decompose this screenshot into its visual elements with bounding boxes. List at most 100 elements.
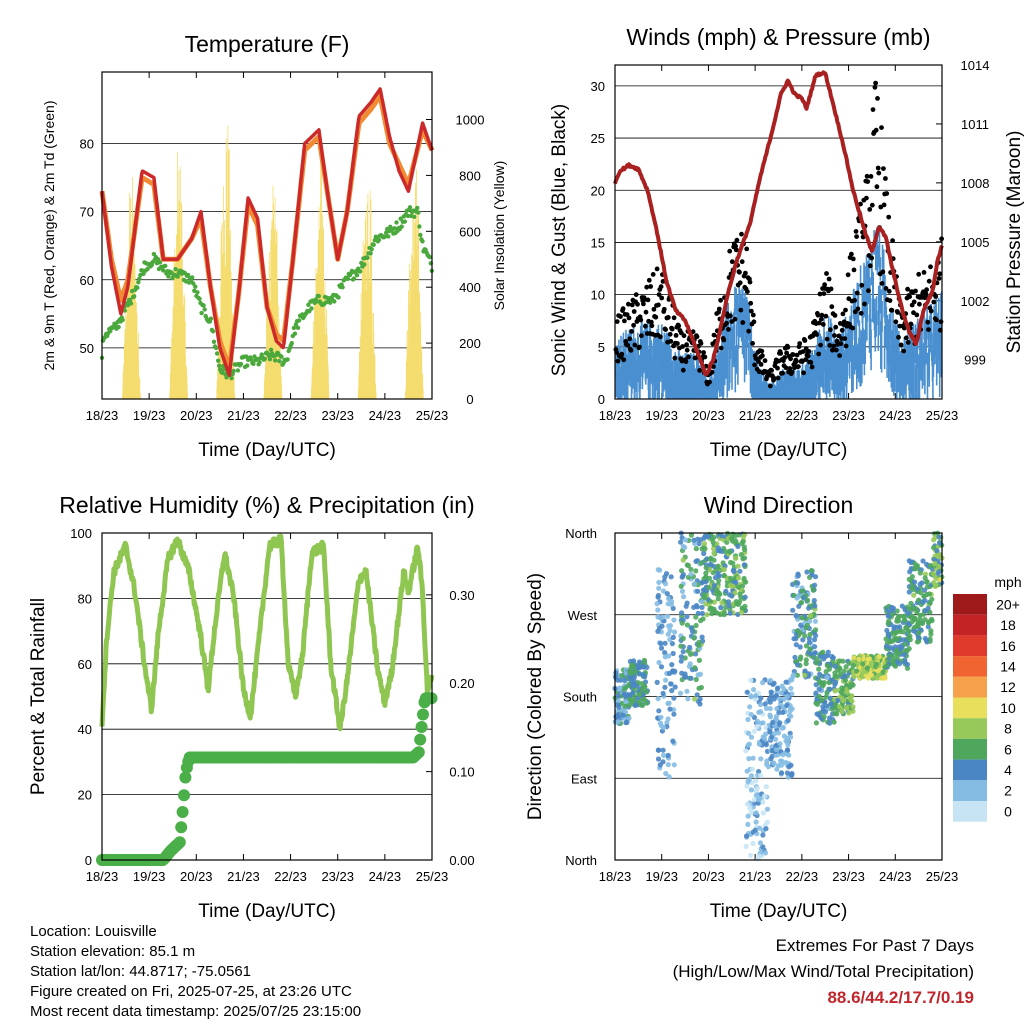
direction-point <box>797 644 803 650</box>
gust-point <box>711 332 717 338</box>
dewpoint-point <box>392 226 397 231</box>
direction-point <box>708 605 714 611</box>
gust-point <box>854 290 860 296</box>
direction-point <box>812 650 818 656</box>
gust-point <box>694 334 700 340</box>
gust-point <box>924 287 929 293</box>
direction-point <box>669 688 675 694</box>
gust-point <box>853 229 859 234</box>
direction-point <box>693 622 699 629</box>
dewpoint-point <box>279 354 284 359</box>
winds-xtick-label: 21/23 <box>739 408 772 423</box>
direction-point <box>773 713 780 719</box>
direction-point <box>694 692 700 698</box>
direction-point <box>735 563 741 569</box>
direction-point <box>820 682 827 688</box>
gust-point <box>851 267 857 273</box>
direction-point <box>669 662 675 668</box>
direction-point <box>669 598 675 605</box>
gust-point <box>870 107 876 112</box>
direction-point <box>785 742 791 748</box>
direction-point <box>682 655 688 661</box>
gust-point <box>823 313 829 319</box>
direction-point <box>768 756 774 762</box>
direction-point <box>684 614 690 620</box>
gust-point <box>873 127 879 133</box>
gust-point <box>803 357 808 362</box>
temperature-title: Temperature (F) <box>185 31 350 57</box>
direction-point <box>663 677 669 683</box>
direction-point <box>695 672 701 678</box>
legend-swatch <box>953 801 987 822</box>
gust-point <box>832 313 838 318</box>
direction-panel: Wind Direction Time (Day/UTC) 18/23 19/23 20… <box>525 492 958 922</box>
temperature-y2tick-label: 0 <box>466 392 473 407</box>
direction-point <box>750 755 756 761</box>
direction-point <box>813 656 820 662</box>
dewpoint-point <box>420 239 425 244</box>
gust-point <box>632 342 638 348</box>
gust-point <box>828 327 833 333</box>
gust-point <box>732 316 738 322</box>
gust-point <box>769 368 774 373</box>
direction-point <box>816 678 823 685</box>
gust-point <box>661 306 667 312</box>
winds-ytick-label: 0 <box>598 392 605 407</box>
gust-point <box>937 271 943 277</box>
direction-point <box>723 588 729 594</box>
direction-point <box>760 810 767 816</box>
direction-point <box>806 635 812 642</box>
direction-point <box>933 574 939 581</box>
direction-point <box>772 736 779 742</box>
legend-swatch <box>953 738 987 760</box>
direction-point <box>756 853 763 859</box>
dewpoint-point <box>161 268 166 273</box>
direction-point <box>834 711 840 717</box>
direction-point <box>934 548 940 554</box>
precipitation-point <box>175 821 188 834</box>
gust-point <box>639 333 644 339</box>
station-latlon: Station lat/lon: 44.8717; -75.0561 <box>30 963 252 980</box>
direction-point <box>807 646 813 652</box>
dewpoint-point <box>340 285 345 290</box>
gust-point <box>934 317 939 323</box>
extremes-box: Extremes For Past 7 Days (High/Low/Max W… <box>673 933 974 1011</box>
gust-point <box>818 342 823 348</box>
direction-point <box>894 647 900 653</box>
gust-point <box>873 80 878 86</box>
direction-point <box>662 650 668 656</box>
rh-xlabel: Time (Day/UTC) <box>198 901 336 922</box>
gust-point <box>621 357 627 363</box>
direction-point <box>753 693 759 699</box>
dewpoint-point <box>213 345 219 351</box>
direction-point <box>825 652 831 658</box>
temperature-xtick-label: 21/23 <box>227 408 260 423</box>
direction-point <box>748 734 755 740</box>
direction-point <box>876 667 882 673</box>
direction-point <box>679 588 686 595</box>
direction-point <box>760 799 766 805</box>
direction-point <box>706 585 712 591</box>
winds-xlabel: Time (Day/UTC) <box>710 440 848 461</box>
direction-point <box>670 650 676 657</box>
direction-point <box>738 594 744 600</box>
direction-point <box>668 681 674 687</box>
direction-point <box>760 680 766 686</box>
direction-point <box>703 570 709 576</box>
solar-insolation-series <box>122 125 424 399</box>
gust-point <box>832 333 837 338</box>
dewpoint-point <box>316 293 321 299</box>
direction-point <box>816 686 822 692</box>
temperature-y2tick-label: 400 <box>459 280 481 295</box>
direction-point <box>936 534 942 540</box>
winds-ytick-label: 10 <box>591 288 605 303</box>
rh-ytick-label: 100 <box>70 526 92 541</box>
direction-point <box>873 661 879 667</box>
direction-point <box>623 720 629 726</box>
direction-point <box>922 617 928 623</box>
direction-point <box>812 582 818 588</box>
direction-point <box>887 645 894 651</box>
direction-point <box>906 589 912 595</box>
direction-point <box>656 585 662 591</box>
